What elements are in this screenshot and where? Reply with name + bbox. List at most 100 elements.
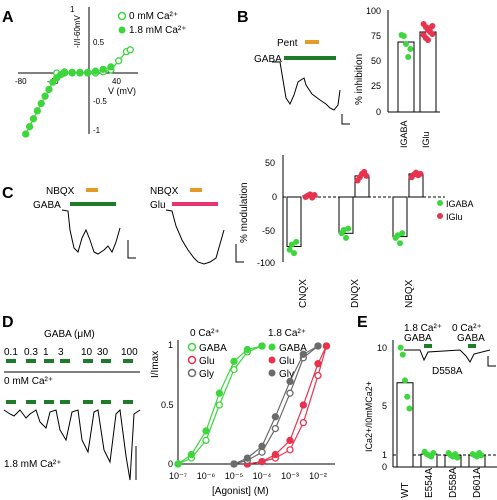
panel-d-point-4-3: [271, 424, 280, 433]
panel-e-cond-18: 1.8 Ca²⁺: [404, 323, 442, 334]
panel-c-ytick--100: -100: [257, 258, 275, 268]
panel-d-point-5-3: [271, 413, 280, 421]
panel-a-point-1-0: [22, 130, 30, 138]
panel-c-ylabel: % modulation: [239, 182, 250, 243]
panel-d-point-1-2: [202, 427, 210, 435]
panel-a-ytick--1: -1: [93, 126, 101, 135]
panel-a-xtick-40: 40: [112, 77, 121, 86]
panel-d-app-bar-18ca-2: [44, 400, 54, 404]
panel-e-point-3-4: [478, 452, 485, 459]
panel-c-legend-iglu: IGlu: [446, 212, 463, 222]
panel-b-pent-bar: [305, 40, 319, 44]
panel-d-point-4-4: [286, 389, 294, 397]
panel-c-point-0-0-1: [288, 241, 295, 248]
panel-a-legend-0ca: 0 mM Ca²⁺: [129, 11, 178, 22]
panel-d-app-bar-0ca-0: [6, 359, 16, 363]
panel-c-point-1-1-4: [363, 172, 370, 179]
panel-c-bar-0-2: [392, 196, 408, 238]
panel-d-app-bar-0ca-6: [123, 359, 133, 363]
panel-c-ytick-0: 0: [272, 192, 277, 202]
panel-a-point-1-12: [76, 69, 84, 77]
panel-d-cond-18ca: 1.8 mM Ca²⁺: [4, 459, 62, 470]
panel-d-point-1-5: [243, 345, 252, 354]
panel-d-app-bar-0ca-2: [44, 359, 54, 363]
panel-a-xtick--80: -80: [15, 77, 27, 86]
panel-c-trace2-scale: [235, 244, 244, 263]
panel-b-trace: Pent GABA: [254, 38, 350, 125]
panel-d-point-5-5: [299, 350, 308, 358]
panel-b-ytick-75: 75: [371, 31, 381, 41]
panel-c-trace2-nbqx: NBQX: [150, 186, 179, 197]
panel-d-legend-18-glu: Glu: [279, 356, 295, 367]
panel-b-current-trace: [272, 61, 341, 111]
panel-a-point-1-13: [84, 68, 92, 77]
panel-d-legend-18-gaba: GABA: [279, 343, 307, 354]
panel-c-trace1-nbqx: NBQX: [46, 186, 75, 197]
panel-d-point-1-0: [174, 460, 182, 468]
panel-d-point-2-3: [286, 446, 294, 454]
panel-a-point-1-14: [91, 67, 100, 75]
panel-c-point-0-0-0: [286, 246, 293, 253]
panel-d-point-3-3: [286, 436, 294, 445]
panel-b-point-0-3: [405, 54, 412, 60]
panel-a-point-1-5: [41, 92, 49, 100]
panel-a-point-1-2: [29, 115, 38, 123]
panel-e-gaba-2: GABA: [457, 333, 485, 344]
panel-c-ytick--50: -50: [262, 226, 275, 236]
panel-a-point-1-11: [68, 69, 76, 77]
panel-d-point-4-2: [258, 448, 266, 456]
panel-d-legend-marker-0-glu: [187, 355, 197, 365]
panel-e-gaba-bar-1: [424, 344, 432, 348]
panel-a-legend-marker-18ca: [118, 26, 126, 34]
panel-c-trace2-glu: Glu: [150, 200, 166, 211]
panel-b-gaba-label: GABA: [254, 54, 282, 65]
panel-b-point-1-7: [425, 37, 431, 43]
panel-e-point-1-4: [430, 449, 437, 456]
panel-c-xtick-cnqx: CNQX: [298, 279, 309, 308]
panel-c-trace-2: NBQX Glu: [150, 186, 244, 265]
panel-d-point-5-6: [314, 342, 322, 350]
panel-b-pent-label: Pent: [277, 38, 298, 49]
panel-d-ylabel: I/Imax: [150, 351, 161, 378]
panel-e-point-0-2: [402, 377, 408, 384]
panel-e-xtick-d558a: D558A: [448, 467, 459, 498]
panel-d-app-bar-18ca-1: [26, 400, 36, 404]
panel-b-bar-0: [397, 41, 415, 113]
panel-d-xtick-1e-5: 10⁻⁵: [225, 471, 244, 481]
panel-c-marks: [286, 168, 424, 257]
panel-d-point-5-0: [230, 460, 238, 468]
panel-label-c: C: [2, 185, 14, 202]
panel-d-app-bar-0ca-4: [83, 359, 93, 363]
panel-d-app-bar-18ca-6: [123, 400, 133, 404]
panel-e-ytick-1: 1: [382, 450, 387, 460]
panel-d-app-bar-18ca-4: [83, 400, 93, 404]
panel-c-point-1-2-4: [417, 170, 424, 177]
panel-d-xlabel: [Agonist] (M): [212, 486, 269, 497]
panel-d-chart: 0 Ca²⁺ 1.8 Ca²⁺ GABA Glu Gly GABA Glu Gl…: [150, 328, 335, 497]
panel-b-ylabel: % inhibition: [354, 54, 365, 105]
panel-e-ytick-0: 0: [382, 462, 387, 472]
panel-e-ytick-5: 5: [382, 401, 387, 411]
panel-c-trace1-gaba-bar: [70, 202, 116, 206]
panel-d-conc-0: 0.1: [4, 347, 18, 358]
panel-c-legend-marker-iglu: [437, 213, 443, 219]
panel-d-legend-marker-0-gaba: [187, 342, 197, 352]
panel-a-legend-18ca: 1.8 mM Ca²⁺: [129, 25, 187, 36]
panel-a-point-1-16: [107, 63, 115, 71]
panel-b-point-1-9: [429, 23, 436, 29]
panel-d-conc-4: 10: [81, 347, 93, 358]
panel-c-trace1-current: [61, 209, 121, 255]
panel-c-trace1-nbqx-bar: [86, 188, 98, 192]
panel-d-point-3-5: [314, 360, 322, 368]
panel-a-ytick-1: 1: [70, 5, 75, 14]
panel-d-point-1-1: [187, 450, 196, 459]
panel-d-xtick-1e-2: 10⁻²: [309, 471, 327, 481]
panel-c-legend-marker-igaba: [437, 200, 443, 206]
panel-label-b: B: [237, 9, 249, 26]
panel-d-ytick-1: 1: [168, 340, 173, 350]
panel-d-point-1-6: [258, 342, 266, 350]
panel-c-xtick-dnqx: DNQX: [350, 279, 361, 308]
panel-a-point-1-3: [33, 107, 42, 115]
panel-d-legend-marker-18-gly: [268, 369, 276, 377]
panel-d-legend-title-0: 0 Ca²⁺: [190, 328, 220, 339]
